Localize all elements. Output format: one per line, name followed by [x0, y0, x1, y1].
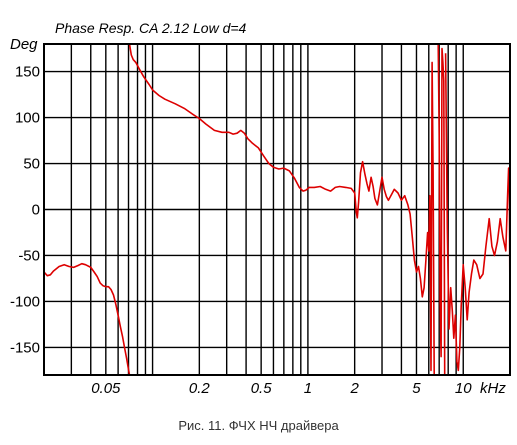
phase-curve-group [43, 43, 511, 376]
y-tick-label: -150 [10, 339, 40, 356]
phase-curve-segment [444, 53, 511, 372]
x-tick-label: 1 [304, 380, 312, 397]
y-tick-label: 150 [15, 64, 40, 81]
phase-curve-segment [437, 43, 446, 376]
y-tick-label: 50 [23, 156, 40, 173]
y-tick-labels: 150 100 50 0 -50 -100 -150 [10, 64, 40, 357]
y-tick-label: 100 [15, 110, 40, 127]
grid-lines [43, 44, 511, 375]
figure-caption: Рис. 11. ФЧХ НЧ драйвера [178, 418, 339, 433]
y-axis-label: Deg [10, 36, 38, 53]
phase-curve-segment [128, 43, 436, 376]
y-tick-label: -50 [18, 247, 40, 264]
x-tick-label: 5 [412, 380, 421, 397]
phase-curve-segment [43, 262, 131, 376]
x-tick-labels: 0.05 0.2 0.5 1 2 5 10 [91, 380, 472, 397]
x-tick-label: 0.5 [251, 380, 273, 397]
plot-frame [43, 43, 511, 376]
x-tick-label: 2 [349, 380, 359, 397]
x-tick-label: 0.05 [91, 380, 121, 397]
x-tick-label: 10 [455, 380, 472, 397]
y-tick-label: -100 [10, 293, 40, 310]
chart-title: Phase Resp. CA 2.12 Low d=4 [55, 20, 247, 36]
x-axis-label: kHz [480, 380, 506, 397]
x-tick-label: 0.2 [189, 380, 211, 397]
y-tick-label: 0 [32, 202, 40, 219]
